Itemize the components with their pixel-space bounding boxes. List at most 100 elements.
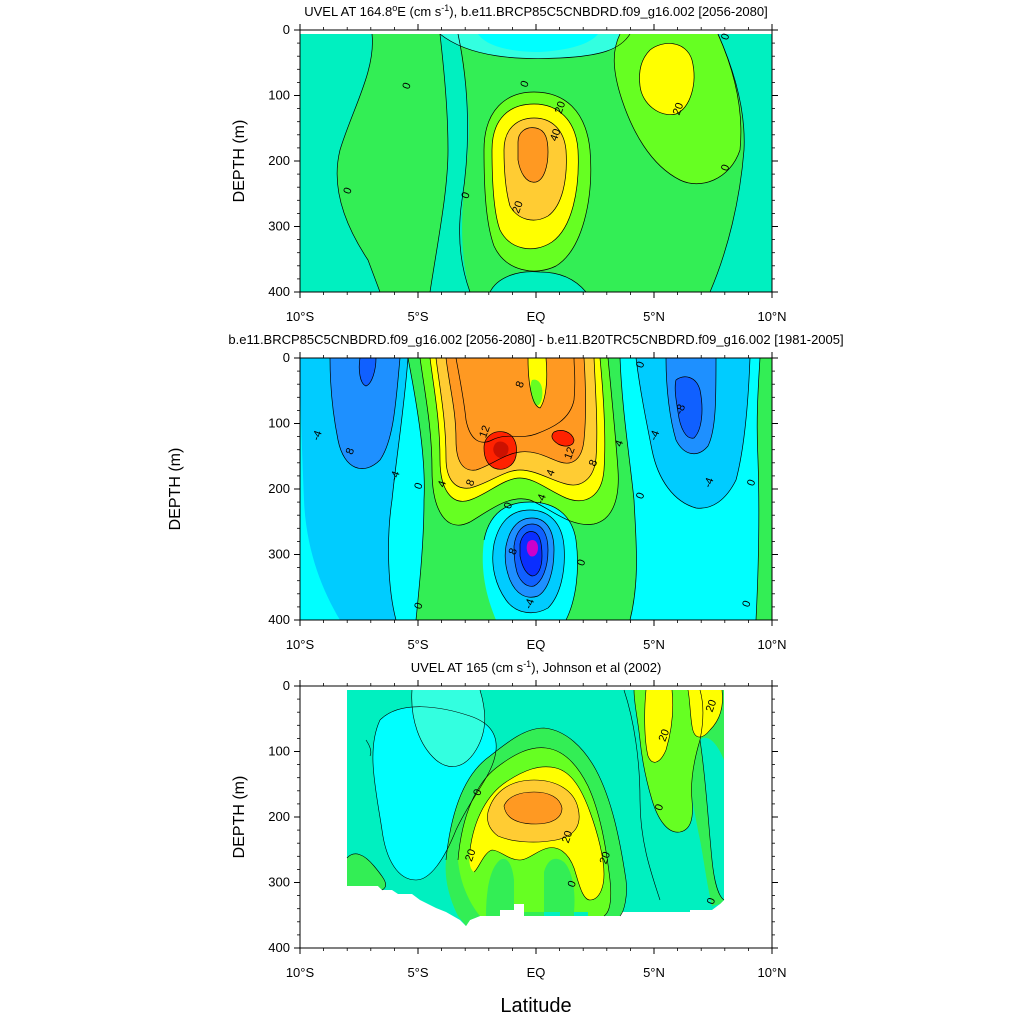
- panel-1: UVEL AT 164.8oE (cm s-1), b.e11.BRCP85C5…: [231, 3, 787, 324]
- contour-label: 0: [634, 491, 647, 501]
- p3-west-aqua: [411, 690, 485, 767]
- contour-label: -4: [534, 493, 549, 506]
- contour-label: 12: [562, 446, 577, 462]
- contour-label: 0: [719, 32, 732, 42]
- contour-label: 20: [671, 101, 686, 117]
- contour-label: -4: [388, 470, 403, 483]
- p3-east-yellow: [644, 690, 673, 763]
- x-tick-label: 5°S: [407, 965, 428, 980]
- p1-core-orange: [518, 127, 548, 183]
- p2-west-blue: [330, 358, 400, 469]
- contour-label: 0: [471, 788, 484, 798]
- contour-label: 0: [634, 360, 647, 370]
- x-tick-label: 10°N: [757, 637, 786, 652]
- contour-label: 20: [463, 848, 478, 864]
- contour-label: 0: [502, 501, 515, 511]
- contour-label: 0: [518, 79, 531, 89]
- y-tick-label: 300: [268, 547, 290, 562]
- y-tick-label: 100: [268, 416, 290, 431]
- x-tick-label: EQ: [527, 965, 546, 980]
- p1-top-cyan-strong: [478, 34, 598, 52]
- contour-label: -4: [523, 597, 538, 610]
- y-tick-label: 200: [268, 809, 290, 824]
- contour-label: 0: [740, 599, 753, 609]
- y-tick-label: 100: [268, 88, 290, 103]
- x-tick-label: 10°S: [286, 965, 315, 980]
- p3-west-bottom-green: [347, 853, 386, 890]
- contour-label: 8: [507, 547, 520, 557]
- x-tick-label: 10°S: [286, 637, 315, 652]
- contour-label: 0: [459, 190, 472, 200]
- contour-label: 4: [436, 479, 449, 489]
- contour-label: 20: [598, 850, 613, 866]
- x-tick-label: 5°N: [643, 309, 665, 324]
- p2-lime-spike: [530, 379, 543, 406]
- x-axis-label: Latitude: [500, 995, 571, 1017]
- panel-1-ylabel: DEPTH (m): [231, 120, 248, 203]
- contour-label: -4: [310, 429, 325, 442]
- panel-2-contour-lines: [329, 358, 761, 620]
- panel-3-ylabel: DEPTH (m): [231, 776, 248, 859]
- contour-label: 0: [412, 481, 425, 491]
- contour-label: 4: [544, 468, 557, 478]
- panel-2-contour-labels: -4 8 -4 0 4 8 12 8 12 8 4 4 0 -4 8 -4 0 0 0 -4 -8 -4 0 0 0: [310, 360, 758, 611]
- y-tick-label: 300: [268, 219, 290, 234]
- contour-label: 8: [344, 446, 357, 456]
- p1-east-cyan: [710, 34, 772, 292]
- panel-3-contour-labels: 0 20 20 20 0 20 20 0 0: [463, 698, 719, 906]
- contour-label: 4: [613, 439, 626, 449]
- contour-label: 0: [412, 601, 425, 611]
- x-tick-label: EQ: [527, 309, 546, 324]
- contour-label: 0: [566, 879, 579, 889]
- contour-label: -8: [674, 403, 689, 416]
- y-tick-label: 0: [283, 22, 290, 37]
- contour-label: 0: [400, 81, 413, 91]
- y-tick-label: 100: [268, 744, 290, 759]
- y-tick-label: 200: [268, 153, 290, 168]
- p1-east-yellow: [639, 43, 695, 115]
- contour-label: 0: [653, 803, 666, 813]
- x-tick-label: 10°S: [286, 309, 315, 324]
- contour-label: 0: [719, 163, 732, 173]
- y-tick-label: 0: [283, 350, 290, 365]
- contour-label: 40: [548, 127, 563, 143]
- contour-label: 8: [587, 458, 600, 468]
- contour-label: 20: [553, 100, 568, 116]
- contour-label: 12: [477, 424, 492, 440]
- panel-3-title: UVEL AT 165 (cm s-1), Johnson et al (200…: [411, 659, 662, 675]
- x-tick-label: 5°S: [407, 309, 428, 324]
- y-tick-label: 400: [268, 940, 290, 955]
- p2-south-magenta: [526, 540, 538, 557]
- contour-label: 20: [657, 728, 672, 744]
- panel-2-title: b.e11.BRCP85C5CNBDRD.f09_g16.002 [2056-2…: [228, 332, 843, 347]
- p3-orange-core: [504, 792, 562, 824]
- panel-1-contour-fill: [300, 30, 772, 292]
- p1-central-cyan: [430, 34, 470, 292]
- p1-west-cyan: [300, 34, 380, 292]
- contour-label: 20: [510, 199, 525, 215]
- y-tick-label: 300: [268, 875, 290, 890]
- x-tick-label: 5°N: [643, 965, 665, 980]
- p2-red-core-dark: [493, 441, 509, 458]
- panel-2: b.e11.BRCP85C5CNBDRD.f09_g16.002 [2056-2…: [167, 332, 844, 652]
- panel-3-contour-fill: [347, 690, 724, 926]
- contour-label: 20: [704, 698, 719, 714]
- contour-label: 20: [560, 829, 575, 845]
- contour-label: -4: [648, 429, 663, 442]
- panel-1-contour-labels: 0 0 0 0 20 40 20 20 0 0: [341, 32, 732, 215]
- contour-label: 8: [464, 478, 477, 488]
- panel-2-ylabel: DEPTH (m): [167, 448, 184, 531]
- p3-east-cyan-strip: [700, 737, 724, 900]
- y-tick-label: 200: [268, 481, 290, 496]
- contour-label: 0: [745, 478, 758, 488]
- p2-east-blue-dark: [675, 376, 702, 439]
- x-tick-label: 10°N: [757, 309, 786, 324]
- contour-label: 0: [705, 896, 718, 906]
- panel-1-title: UVEL AT 164.8oE (cm s-1), b.e11.BRCP85C5…: [304, 3, 767, 19]
- x-tick-label: 5°N: [643, 637, 665, 652]
- panel-3: UVEL AT 165 (cm s-1), Johnson et al (200…: [231, 659, 787, 1017]
